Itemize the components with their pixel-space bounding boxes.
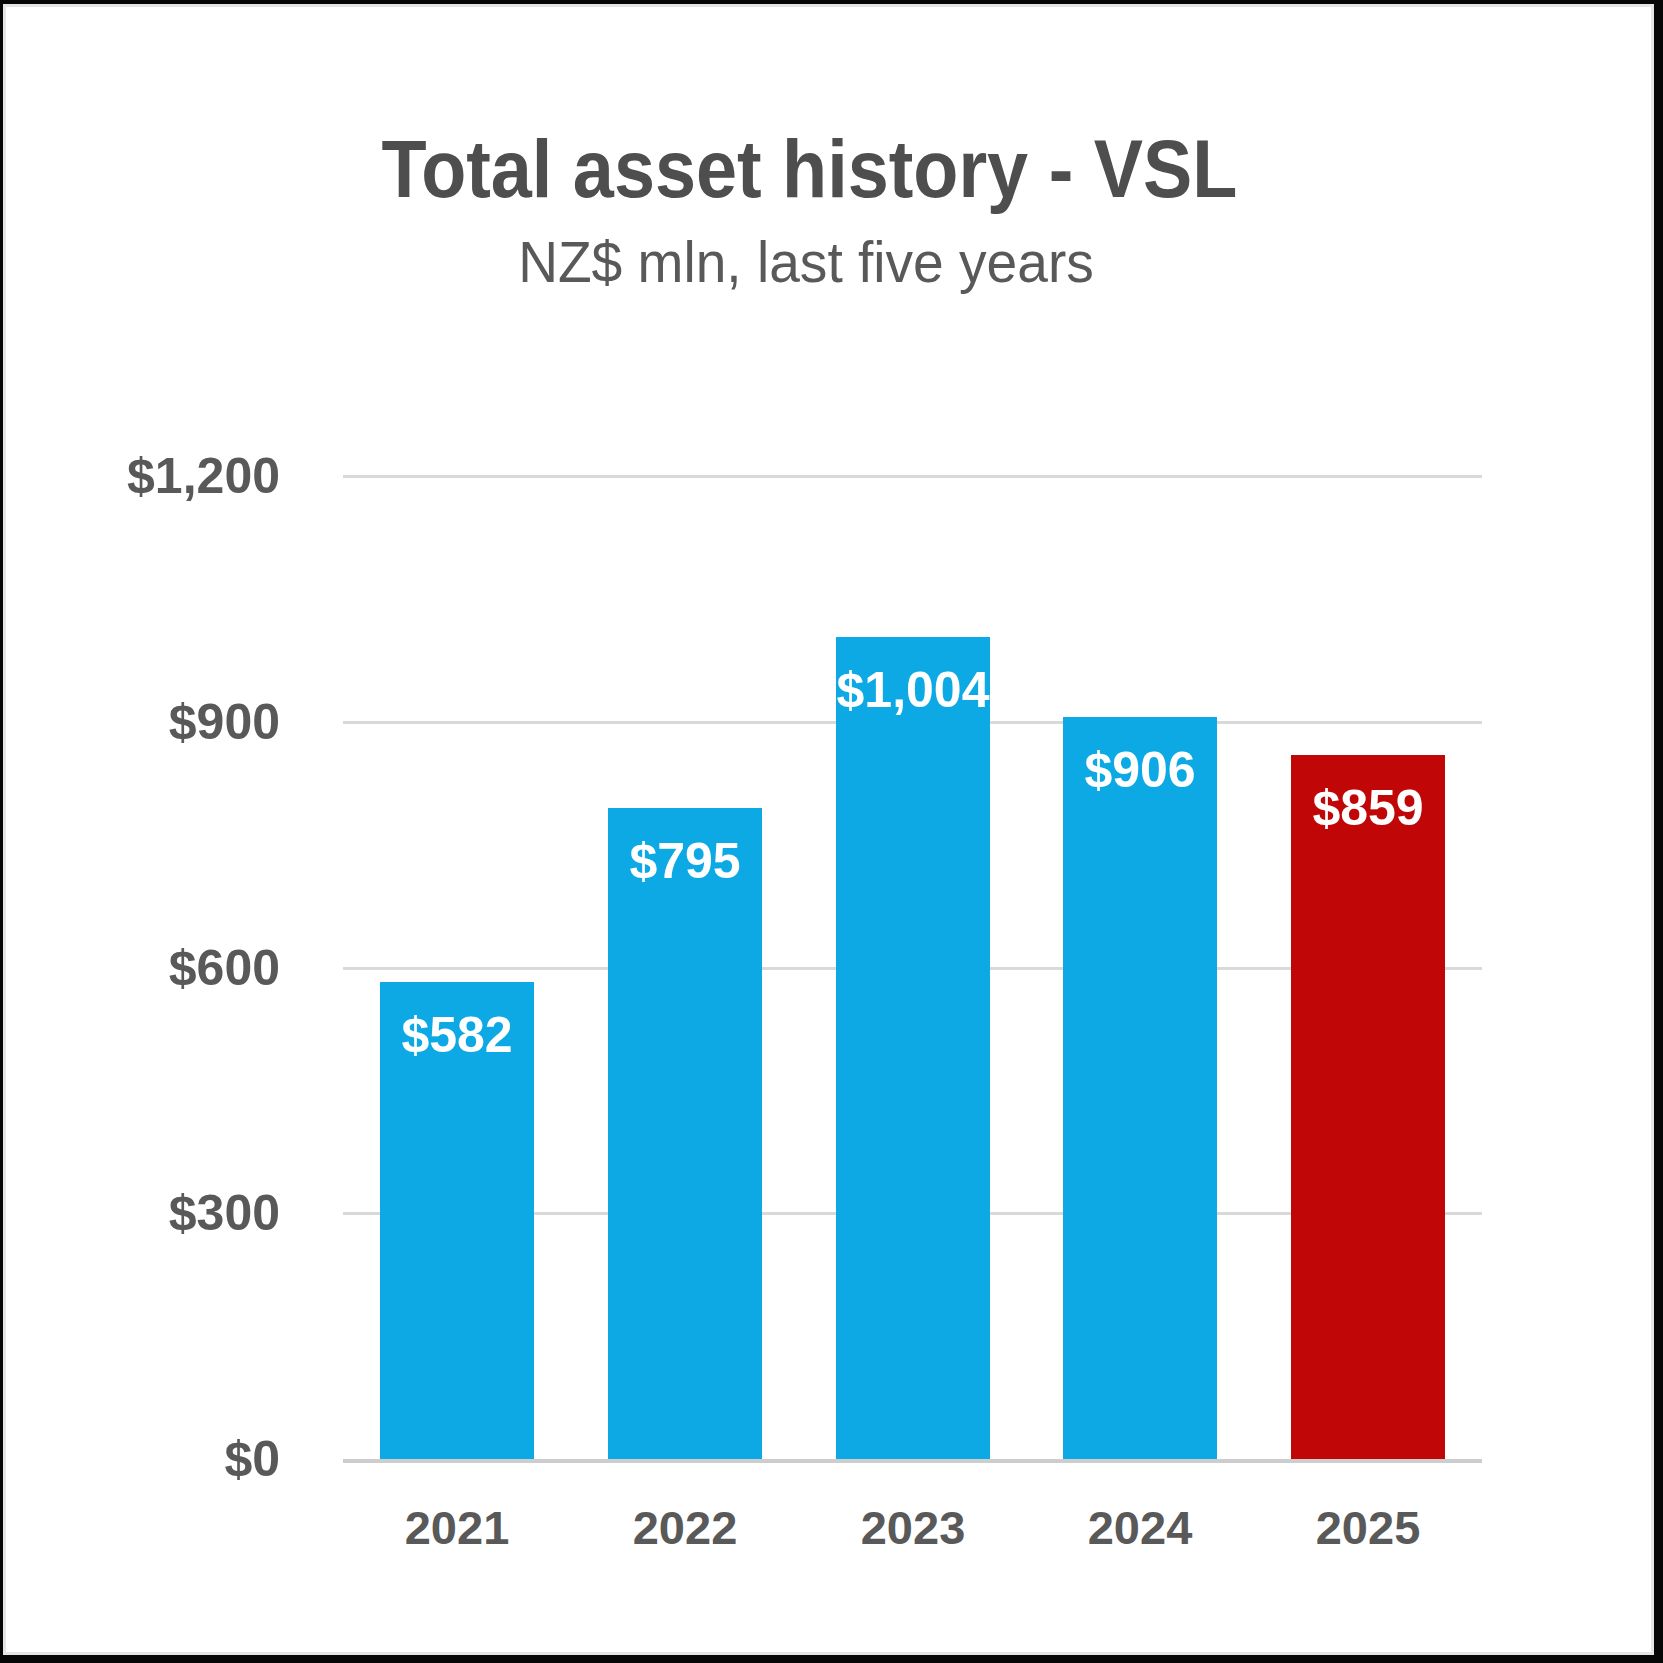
y-axis-tick-label: $1,200 — [50, 451, 280, 501]
x-axis-label-2022: 2022 — [570, 1504, 800, 1551]
y-axis-tick-label: $600 — [50, 943, 280, 993]
chart-title: Total asset history - VSL — [0, 128, 1618, 210]
bar-value-label: $859 — [1312, 783, 1423, 833]
bar-2021: $582 — [380, 982, 534, 1459]
bar-value-label: $795 — [629, 836, 740, 886]
x-axis-label-2025: 2025 — [1253, 1504, 1483, 1551]
bar-value-label: $582 — [401, 1010, 512, 1060]
bar-value-label: $906 — [1084, 745, 1195, 795]
bar-value-label: $1,004 — [837, 665, 990, 715]
bar-2023: $1,004 — [836, 637, 990, 1459]
x-axis-label-2023: 2023 — [798, 1504, 1028, 1551]
bar-2025: $859 — [1291, 755, 1445, 1459]
x-axis-label-2024: 2024 — [1025, 1504, 1255, 1551]
y-axis-tick-label: $300 — [50, 1188, 280, 1238]
y-axis-tick-label: $900 — [50, 697, 280, 747]
chart-subtitle: NZ$ mln, last five years — [0, 233, 1612, 291]
x-axis-label-2021: 2021 — [342, 1504, 572, 1551]
chart-canvas: Total asset history - VSL NZ$ mln, last … — [0, 0, 1663, 1663]
bar-2022: $795 — [608, 808, 762, 1459]
x-axis-line — [343, 1459, 1482, 1463]
bar-2024: $906 — [1063, 717, 1217, 1459]
y-axis-tick-label: $0 — [50, 1434, 280, 1484]
gridline-1200 — [343, 475, 1482, 478]
